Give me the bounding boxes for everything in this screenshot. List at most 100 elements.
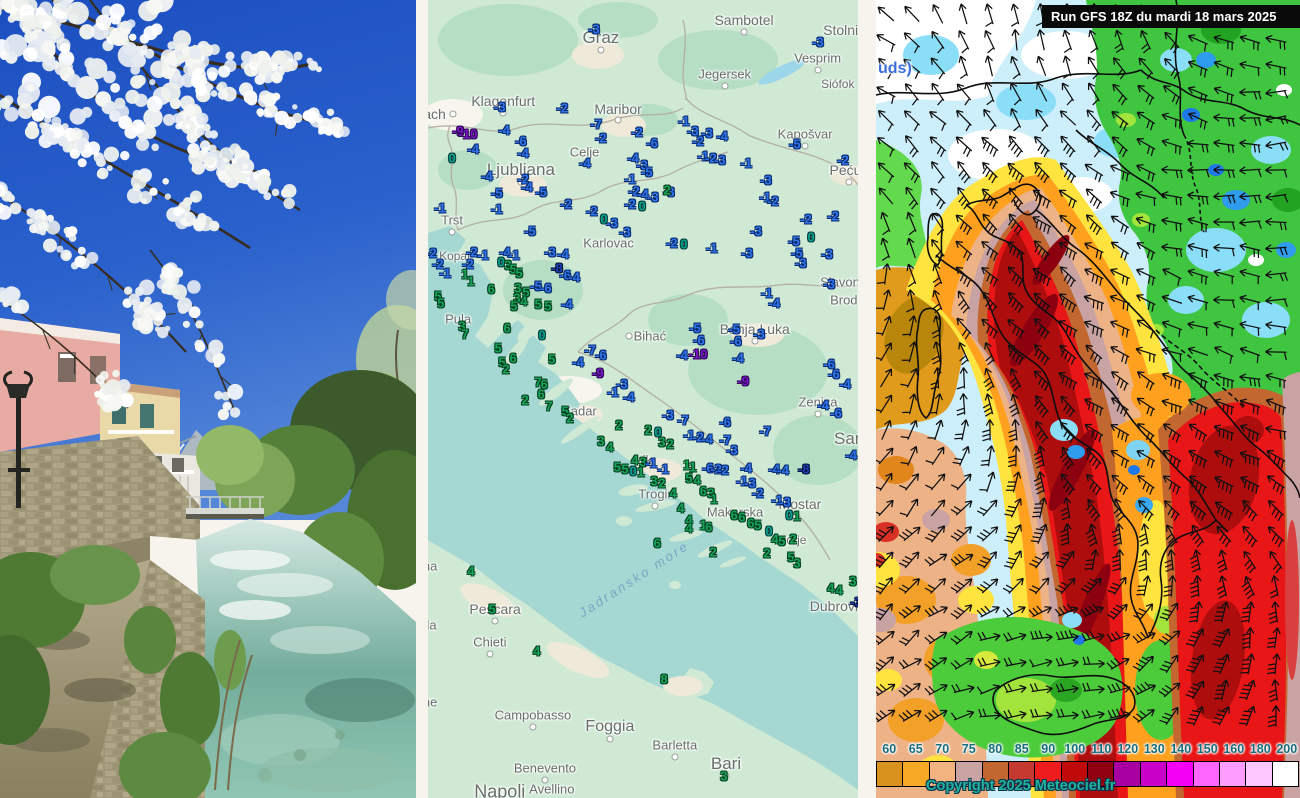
city-label: Brod: [830, 292, 858, 308]
station-temperature-value: 6: [747, 515, 755, 531]
station-temperature-value: 5: [561, 403, 569, 419]
station-temperature-value: 4: [631, 452, 639, 468]
city-label: Maribor: [594, 100, 642, 117]
station-temperature-value: -5: [524, 223, 536, 239]
station-temperature-value: -5: [789, 136, 801, 152]
station-temperature-value: 7: [545, 398, 553, 414]
city-marker-dot: [722, 772, 730, 780]
station-temperature-value: 0: [538, 327, 546, 343]
station-temperature-value: -4: [517, 145, 529, 161]
cropped-title-fragment: uds): [878, 60, 912, 77]
legend-tick: 65: [908, 742, 923, 756]
station-temperature-value: 1: [683, 457, 691, 473]
station-temperature-value: -1: [439, 265, 451, 281]
station-temperature-value: 6: [487, 281, 495, 297]
city-label: Barletta: [652, 737, 698, 753]
city-label: Karlovac: [583, 235, 634, 251]
city-label: Celje: [569, 144, 600, 160]
photo-riverbank-trees: [196, 370, 416, 608]
station-temperature-value: -3: [812, 34, 824, 50]
city-marker-dot: [491, 617, 499, 625]
city-label: ne: [428, 694, 438, 710]
station-temperature-value: 5: [498, 354, 506, 370]
legend-tick: 75: [961, 742, 976, 756]
city-label: ik: [642, 452, 652, 468]
station-temperature-value: -6: [646, 135, 658, 151]
right-windgust-map-panel[interactable]: Run GFS 18Z du mardi 18 mars 2025 uds) 6…: [876, 0, 1300, 798]
station-temperature-value: 1: [461, 266, 469, 282]
station-temperature-value: 6: [730, 507, 738, 523]
station-temperature-value: 5: [509, 261, 517, 277]
station-temperature-value: -3: [823, 276, 835, 292]
city-label: Banja Luka: [719, 320, 790, 337]
city-label: Siófok: [821, 76, 855, 91]
station-temperature-value: 5: [621, 461, 629, 477]
station-temperature-value: -2: [827, 208, 839, 224]
station-temperature-value: -4: [561, 296, 573, 312]
legend-swatch: [1271, 761, 1299, 787]
station-temperature-value: 3: [639, 454, 647, 470]
city-marker-dot: [581, 160, 589, 168]
spring-river-photo: [0, 0, 416, 798]
station-temperature-value: -2: [462, 256, 474, 272]
station-temperature-value: -3: [619, 224, 631, 240]
station-temperature-value: -3: [795, 255, 807, 271]
station-temperature-value: -7: [759, 423, 771, 439]
station-temperature-value: -2: [556, 100, 568, 116]
station-temperature-value: 4: [677, 500, 685, 516]
station-temperature-value: -3: [726, 442, 738, 458]
station-temperature-value: -4: [768, 295, 780, 311]
station-temperature-value: -1: [697, 148, 709, 164]
station-temperature-value: 0: [680, 236, 688, 252]
station-temperature-value: -2: [692, 429, 704, 445]
station-temperature-value: -5: [491, 185, 503, 201]
station-temperature-value: 1: [467, 273, 475, 289]
city-label: Kopar: [439, 249, 472, 264]
station-temperature-value: 5: [534, 296, 542, 312]
station-temperature-value: -6: [595, 347, 607, 363]
legend-color-boxes: [876, 761, 1299, 787]
legend-tick: 150: [1196, 742, 1218, 756]
city-label: Chieti: [473, 634, 507, 650]
station-temperature-value: -3: [714, 152, 726, 168]
station-temperature-value: 2: [666, 436, 674, 452]
city-marker-dot: [541, 776, 549, 784]
station-temperature-value: 5: [685, 470, 693, 486]
station-temperature-value: -2: [710, 461, 722, 477]
city-marker-dot: [740, 28, 748, 36]
city-marker-dot: [671, 753, 679, 760]
station-temperature-value: -1: [759, 189, 771, 205]
city-marker-dot: [625, 332, 633, 340]
station-temperature-value: -4: [777, 462, 789, 478]
station-temperature-value: -3: [662, 407, 674, 423]
station-temperature-value: -1: [678, 113, 690, 129]
station-temperature-value: 6: [653, 535, 661, 551]
station-temperature-value: -2: [560, 196, 572, 212]
station-temperature-value: 5: [778, 533, 786, 549]
city-marker-dot: [721, 82, 729, 90]
station-temperature-value: 2: [658, 475, 666, 491]
station-temperature-value: -2: [752, 485, 764, 501]
legend-swatch: [1113, 761, 1141, 787]
city-label: Dubrovni: [809, 598, 858, 615]
left-photo-panel[interactable]: [0, 0, 416, 798]
station-temperature-value: 2: [566, 410, 574, 426]
station-temperature-value: -5: [728, 321, 740, 337]
city-label: Graz: [582, 28, 620, 48]
legend-swatch: [1139, 761, 1168, 787]
legend-swatch: [1192, 761, 1220, 787]
photo-lamppost: [3, 370, 33, 508]
city-marker-dot: [845, 178, 853, 186]
legend-swatch: [1218, 761, 1247, 787]
station-temperature-value: -4: [521, 179, 533, 195]
station-temperature-value: 0: [600, 211, 608, 227]
city-label: Pescara: [469, 600, 521, 617]
station-temperature-value: -9: [592, 365, 604, 381]
legend-swatch: [1087, 761, 1115, 787]
city-marker-dot: [651, 502, 659, 510]
middle-temperature-map-panel[interactable]: Jadransko more llachKlagenfurtGrazSambot…: [428, 0, 858, 798]
station-temperature-value: 6: [540, 376, 548, 392]
city-label: Jegersek: [698, 66, 752, 82]
station-temperature-value: -7: [677, 412, 689, 428]
